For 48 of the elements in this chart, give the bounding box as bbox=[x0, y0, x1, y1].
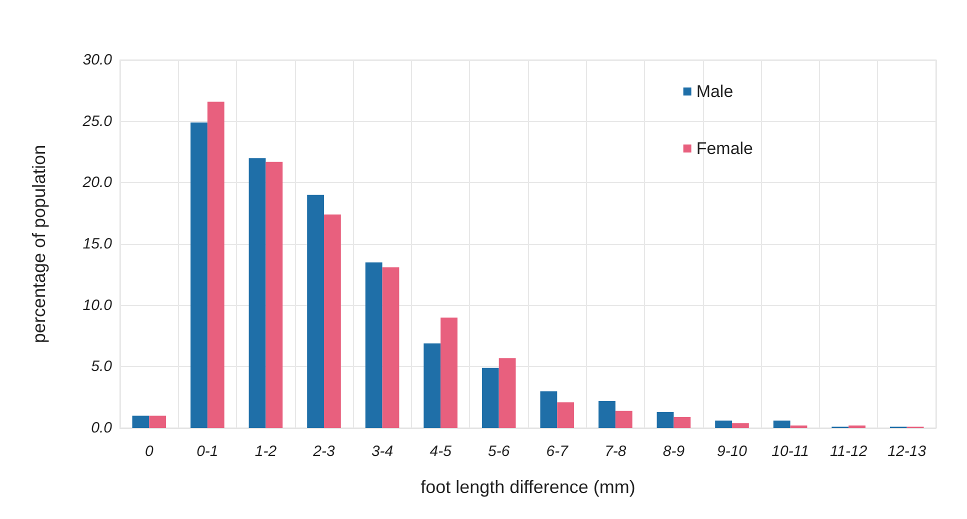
x-tick-label: 7-8 bbox=[604, 443, 627, 460]
x-tick-label: 4-5 bbox=[430, 443, 452, 460]
x-tick-label: 5-6 bbox=[488, 443, 510, 460]
bar bbox=[207, 102, 224, 428]
bar bbox=[424, 343, 441, 428]
bar bbox=[482, 368, 499, 428]
x-axis-title: foot length difference (mm) bbox=[420, 477, 636, 497]
bar bbox=[266, 162, 283, 428]
bar bbox=[132, 416, 150, 428]
y-tick-label: 0.0 bbox=[91, 420, 113, 436]
bar bbox=[715, 420, 732, 428]
x-tick-label: 12-13 bbox=[888, 443, 927, 460]
x-tick-label: 6-7 bbox=[546, 443, 569, 460]
bar bbox=[656, 412, 674, 428]
bar bbox=[615, 410, 632, 428]
y-tick-label: 25.0 bbox=[82, 112, 113, 130]
x-tick-label: 0 bbox=[144, 443, 154, 460]
bar bbox=[732, 423, 749, 428]
bar bbox=[674, 416, 691, 428]
y-axis-title: percentage of population bbox=[29, 144, 49, 344]
x-tick-label: 9-10 bbox=[716, 443, 748, 460]
bar bbox=[190, 122, 208, 428]
bar bbox=[498, 358, 516, 428]
bar bbox=[557, 402, 574, 428]
bar bbox=[365, 262, 382, 428]
legend-label: Male bbox=[696, 82, 734, 101]
bar bbox=[440, 318, 458, 428]
bar bbox=[307, 194, 324, 428]
y-tick-label: 15.0 bbox=[82, 236, 113, 252]
bar bbox=[598, 401, 616, 428]
bar bbox=[382, 267, 400, 428]
y-tick-label: 5.0 bbox=[91, 358, 113, 376]
y-tick-label: 20.0 bbox=[82, 174, 113, 192]
x-tick-label: 10-11 bbox=[772, 443, 809, 460]
legend-label: Female bbox=[696, 139, 753, 158]
x-tick-label: 8-9 bbox=[662, 443, 686, 460]
x-tick-label: 11-12 bbox=[830, 443, 868, 460]
bar bbox=[540, 391, 558, 428]
bar bbox=[324, 214, 341, 428]
x-tick-label: 2-3 bbox=[312, 443, 336, 460]
x-tick-label: 1-2 bbox=[254, 443, 278, 460]
y-tick-label: 30.0 bbox=[82, 52, 113, 68]
x-tick-label: 3-4 bbox=[371, 443, 394, 460]
x-tick-label: 0-1 bbox=[196, 443, 218, 460]
bar bbox=[248, 158, 266, 428]
y-tick-label: 10.0 bbox=[82, 296, 113, 314]
bar bbox=[149, 416, 166, 428]
bar bbox=[773, 420, 790, 428]
